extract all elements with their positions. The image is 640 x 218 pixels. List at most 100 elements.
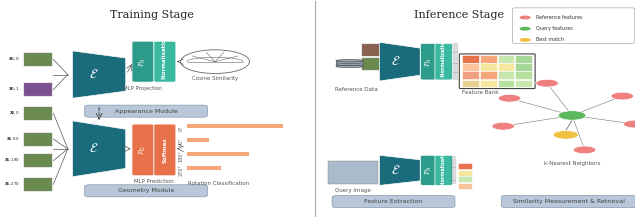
Bar [187,152,249,156]
Bar [480,80,497,87]
FancyBboxPatch shape [435,43,452,80]
Polygon shape [72,121,125,177]
Bar [336,61,364,66]
Bar [24,178,52,191]
Text: Rotation Classification: Rotation Classification [188,181,249,186]
Bar [463,55,479,63]
Bar [480,55,497,63]
Text: $\mathcal{P}_G$: $\mathcal{P}_G$ [138,145,148,155]
Text: L2 Normalization: L2 Normalization [441,38,446,85]
Bar [515,55,532,63]
Bar [458,163,472,169]
Circle shape [554,131,579,139]
Bar [458,170,472,176]
Text: $\mathbf{x}_{i,0}$: $\mathbf{x}_{i,0}$ [8,110,20,117]
Text: Geometry Module: Geometry Module [118,188,174,193]
Text: $\mathcal{P}_A$: $\mathcal{P}_A$ [138,57,148,66]
Text: k-Nearest Neighbors: k-Nearest Neighbors [544,161,600,166]
Text: L2 Normalization: L2 Normalization [441,147,446,194]
Bar [24,154,52,167]
Bar [515,80,532,87]
FancyBboxPatch shape [154,124,176,176]
FancyBboxPatch shape [332,196,455,208]
Bar [24,53,52,66]
FancyBboxPatch shape [154,41,176,82]
Bar [515,63,532,71]
Text: 0°: 0° [179,125,184,131]
Text: MLP Prediction: MLP Prediction [134,179,173,184]
Text: Similarity Measurement & Retrieval: Similarity Measurement & Retrieval [513,199,625,204]
FancyBboxPatch shape [132,41,154,82]
Text: Cosine Similarity: Cosine Similarity [192,76,238,81]
Text: Softmax: Softmax [163,137,168,163]
Circle shape [573,146,596,154]
Circle shape [536,79,558,87]
FancyBboxPatch shape [84,185,207,197]
Bar [463,80,479,87]
FancyBboxPatch shape [84,105,207,117]
Text: Reference features: Reference features [536,15,583,20]
Polygon shape [380,155,420,185]
Bar [497,55,515,63]
Circle shape [520,16,531,19]
Text: 270°: 270° [179,164,184,176]
Text: $\mathcal{E}$: $\mathcal{E}$ [391,164,401,177]
Text: MLP Projection: MLP Projection [123,86,163,91]
Bar [458,183,472,189]
Circle shape [498,94,521,102]
Bar [362,58,387,70]
Circle shape [492,122,515,130]
Bar [497,63,515,71]
Polygon shape [72,51,125,98]
Text: $\mathbf{x}_{i,1}$: $\mathbf{x}_{i,1}$ [8,86,20,93]
Text: $\mathcal{P}_A$: $\mathcal{P}_A$ [424,57,435,66]
Bar [328,161,378,184]
FancyBboxPatch shape [132,124,154,176]
Bar [187,166,221,170]
Text: 180°: 180° [179,150,184,162]
Bar [480,63,497,71]
Bar [497,80,515,87]
FancyBboxPatch shape [513,8,635,43]
Text: $\mathbf{x}_{i,0}$: $\mathbf{x}_{i,0}$ [8,56,20,63]
Text: $\mathcal{E}$: $\mathcal{E}$ [89,142,99,155]
Bar [497,71,515,79]
Circle shape [520,38,531,42]
Text: $\mathbf{x}_{i,180}$: $\mathbf{x}_{i,180}$ [4,157,20,164]
Text: Query features: Query features [536,26,573,31]
Text: $\mathcal{P}_A$: $\mathcal{P}_A$ [424,165,435,175]
Bar [187,124,283,128]
Text: Training Stage: Training Stage [111,10,195,20]
Bar [463,71,479,79]
Text: Feature Extraction: Feature Extraction [365,199,422,204]
Bar [463,63,479,71]
Text: Feature Bank: Feature Bank [461,90,499,95]
Circle shape [558,111,586,120]
FancyBboxPatch shape [420,155,438,185]
Polygon shape [380,42,420,81]
Text: L2 Normalization: L2 Normalization [163,35,168,88]
Text: ConvNet Encoder: ConvNet Encoder [76,131,123,136]
Text: 90°: 90° [179,138,184,146]
Circle shape [611,92,634,100]
Bar [515,71,532,79]
Text: Appearance Module: Appearance Module [115,109,177,114]
Text: Best match: Best match [536,37,564,43]
Text: $\mathbf{x}_{i,270}$: $\mathbf{x}_{i,270}$ [4,181,20,188]
Text: Reference Data: Reference Data [335,87,378,92]
Bar [24,107,52,120]
Text: Inference Stage: Inference Stage [414,10,504,20]
Ellipse shape [336,60,364,62]
Bar [187,138,209,142]
Circle shape [623,120,640,128]
Bar [458,176,472,182]
Bar [362,44,387,56]
Ellipse shape [336,65,364,68]
Bar [24,83,52,96]
FancyBboxPatch shape [435,155,452,185]
Text: Query Image: Query Image [335,187,371,192]
FancyBboxPatch shape [501,196,637,208]
Circle shape [180,50,250,73]
FancyBboxPatch shape [420,43,438,80]
Bar [24,133,52,146]
